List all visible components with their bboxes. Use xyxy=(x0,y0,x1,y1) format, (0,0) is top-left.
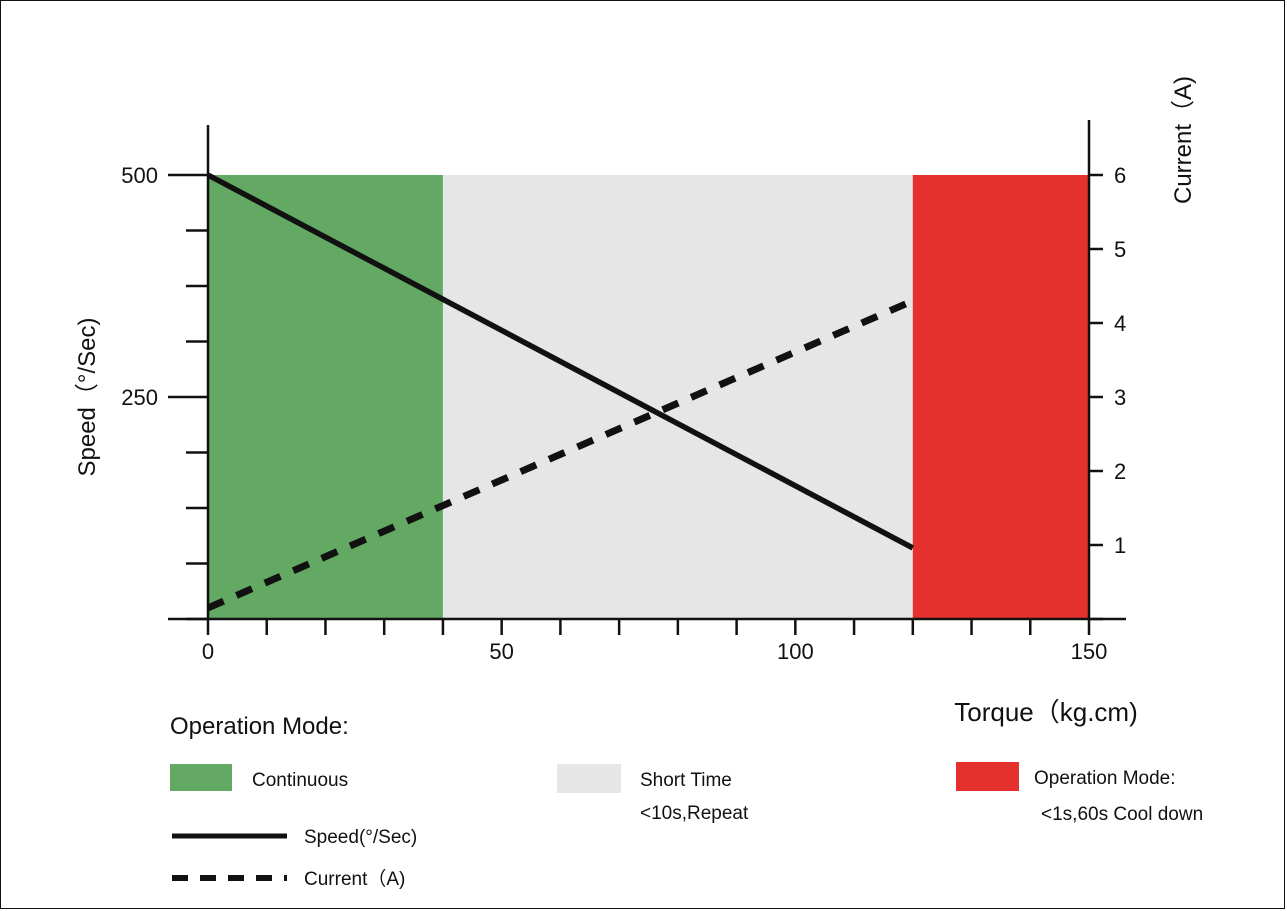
y-right-tick-label: 1 xyxy=(1114,533,1126,558)
legend-label-short-time: Short Time xyxy=(640,770,732,791)
y-axis-right-title: Current（A) xyxy=(1170,76,1197,204)
x-tick-label: 100 xyxy=(777,639,814,664)
x-tick-label: 50 xyxy=(489,639,513,664)
operation-mode-regions xyxy=(208,175,1089,619)
legend-heading: Operation Mode: xyxy=(170,713,349,740)
speed-series-line xyxy=(206,172,915,551)
legend: Operation Mode: Continuous Short Time <1… xyxy=(170,713,1203,890)
x-axis-title: Torque（kg.cm) xyxy=(954,697,1138,727)
tick-labels: 0 50 100 150 250 500 1 2 3 4 5 6 xyxy=(121,163,1126,664)
legend-label-speed: Speed(°/Sec) xyxy=(304,827,417,848)
region-short-time xyxy=(442,175,913,619)
y-right-tick-label: 6 xyxy=(1114,163,1126,188)
y-right-tick-label: 3 xyxy=(1114,385,1126,410)
legend-swatch-operation-mode xyxy=(956,762,1019,791)
y-right-tick-label: 5 xyxy=(1114,237,1126,262)
y-left-tick-label: 500 xyxy=(121,163,158,188)
current-series-line xyxy=(206,297,915,612)
legend-label-operation-mode: Operation Mode: xyxy=(1034,768,1176,789)
legend-label-continuous: Continuous xyxy=(252,770,348,791)
region-operation-mode xyxy=(912,175,1089,619)
legend-label-current: Current（A) xyxy=(304,868,405,890)
data-series xyxy=(206,172,915,612)
y-axis-left-title: Speed（°/Sec) xyxy=(74,317,101,476)
y-right-tick-label: 2 xyxy=(1114,459,1126,484)
y-right-tick-label: 4 xyxy=(1114,311,1126,336)
region-continuous xyxy=(208,175,443,619)
x-tick-label: 0 xyxy=(202,639,214,664)
legend-swatch-continuous xyxy=(170,764,232,791)
x-tick-label: 150 xyxy=(1071,639,1108,664)
legend-sublabel-short-time: <10s,Repeat xyxy=(640,803,749,824)
legend-swatch-short-time xyxy=(557,764,621,793)
legend-sublabel-operation-mode: <1s,60s Cool down xyxy=(1041,804,1203,825)
axes xyxy=(168,120,1126,635)
y-left-tick-label: 250 xyxy=(121,385,158,410)
